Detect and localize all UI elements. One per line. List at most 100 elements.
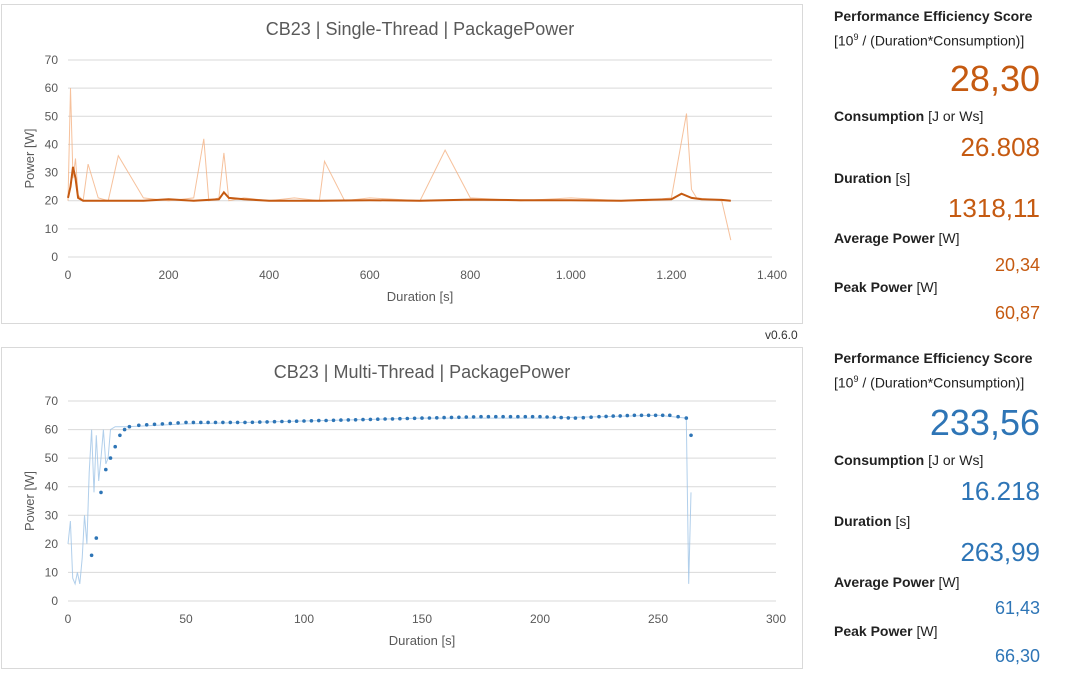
duration-label: Duration [s] <box>834 170 911 186</box>
peak-power-label: Peak Power [W] <box>834 623 938 639</box>
smoothed-point <box>331 418 336 423</box>
smoothed-point <box>559 415 563 420</box>
y-tick-label: 50 <box>45 451 59 465</box>
y-tick-label: 70 <box>45 53 59 67</box>
smoothed-point <box>611 414 615 418</box>
multi-thread-chart: CB23 | Multi-Thread | PackagePower 0 10 20 3… <box>1 347 803 669</box>
smoothed-point <box>684 416 689 420</box>
consumption-value: 16.218 <box>960 476 1040 506</box>
smoothed-point <box>361 417 365 422</box>
smoothed-point <box>221 420 225 425</box>
smoothed-point <box>604 414 608 419</box>
x-tick-label: 200 <box>159 268 179 282</box>
smoothed-point <box>118 433 122 438</box>
x-tick-label: 200 <box>530 612 550 626</box>
version-label: v0.6.0 <box>765 328 798 342</box>
smoothed-point <box>435 416 439 420</box>
smoothed-point <box>258 420 262 424</box>
smoothed-power-series <box>89 413 693 558</box>
consumption-label: Consumption [J or Ws] <box>834 108 984 124</box>
smoothed-point <box>625 413 630 418</box>
smoothed-point <box>501 414 505 419</box>
x-tick-label: 50 <box>179 612 193 626</box>
peak-power-value: 66,30 <box>994 646 1040 666</box>
smoothed-point <box>122 427 127 432</box>
smoothed-point <box>287 419 292 424</box>
smoothed-point <box>191 420 196 425</box>
smoothed-point <box>309 419 314 423</box>
smoothed-point <box>508 414 513 419</box>
smoothed-point <box>228 420 233 425</box>
smoothed-point <box>137 423 141 428</box>
smoothed-point <box>457 415 461 420</box>
duration-label: Duration [s] <box>834 513 911 529</box>
smoothed-point <box>94 536 99 540</box>
smoothed-point <box>573 416 578 420</box>
x-tick-label: 0 <box>65 612 72 626</box>
peak-power-label: Peak Power [W] <box>834 279 938 295</box>
y-tick-label: 70 <box>45 394 59 408</box>
y-tick-label: 10 <box>45 222 59 236</box>
smoothed-point <box>199 420 203 425</box>
score-value: 28,30 <box>949 58 1040 99</box>
average-power-value: 61,43 <box>994 598 1040 618</box>
score-formula: [109 / (Duration*Consumption)] <box>834 32 1025 49</box>
smoothed-point <box>235 420 240 425</box>
smoothed-point <box>104 467 108 472</box>
score-label: Performance Efficiency Score <box>834 8 1033 24</box>
single-thread-metrics: Performance Efficiency Score [109 / (Dur… <box>834 8 1074 328</box>
x-axis-label: Duration [s] <box>387 289 453 304</box>
smoothed-point <box>368 417 373 422</box>
smoothed-point <box>108 456 113 460</box>
smoothed-point <box>213 420 218 425</box>
smoothed-point <box>597 414 601 419</box>
smoothed-point <box>653 413 658 418</box>
smoothed-point <box>346 418 351 422</box>
smoothed-point <box>176 421 180 425</box>
smoothed-point <box>632 413 637 418</box>
x-tick-label: 600 <box>360 268 380 282</box>
smoothed-point <box>280 419 284 424</box>
y-tick-label: 60 <box>45 81 59 95</box>
consumption-value: 26.808 <box>960 132 1040 162</box>
smoothed-point <box>324 418 328 423</box>
smoothed-point <box>89 553 94 558</box>
x-tick-label: 1.400 <box>757 268 787 282</box>
smoothed-point <box>566 416 571 420</box>
single-thread-chart: CB23 | Single-Thread | PackagePower 0 10 20… <box>1 4 803 324</box>
smoothed-point <box>545 415 549 419</box>
x-tick-label: 0 <box>65 268 72 282</box>
smoothed-point <box>471 415 476 419</box>
smoothed-point <box>317 418 321 423</box>
smoothed-point <box>390 417 395 421</box>
x-tick-label: 150 <box>412 612 432 626</box>
chart-title: CB23 | Multi-Thread | PackagePower <box>274 362 570 382</box>
smoothed-point <box>113 444 117 449</box>
y-tick-label: 40 <box>45 480 59 494</box>
smoothed-power-series <box>67 166 731 202</box>
smoothed-point <box>144 423 149 427</box>
y-tick-label: 20 <box>45 537 59 551</box>
x-tick-label: 1.200 <box>656 268 686 282</box>
y-tick-label: 40 <box>45 137 59 151</box>
smoothed-point <box>516 414 520 419</box>
y-axis-label: Power [W] <box>22 129 37 189</box>
x-tick-label: 300 <box>766 612 786 626</box>
y-tick-label: 10 <box>45 565 59 579</box>
x-tick-label: 800 <box>460 268 480 282</box>
chart-title: CB23 | Single-Thread | PackagePower <box>266 19 575 39</box>
smoothed-point <box>427 416 432 420</box>
smoothed-point <box>420 416 424 420</box>
smoothed-point <box>668 413 672 418</box>
smoothed-point <box>646 413 651 418</box>
smoothed-point <box>272 419 277 424</box>
smoothed-point <box>168 421 173 426</box>
smoothed-point <box>530 414 535 419</box>
smoothed-point <box>339 418 343 422</box>
smoothed-point <box>265 420 269 424</box>
x-axis-label: Duration [s] <box>389 633 455 648</box>
smoothed-point <box>206 420 210 425</box>
duration-value: 1318,11 <box>947 193 1040 223</box>
smoothed-point <box>127 424 132 429</box>
smoothed-point <box>464 415 469 419</box>
